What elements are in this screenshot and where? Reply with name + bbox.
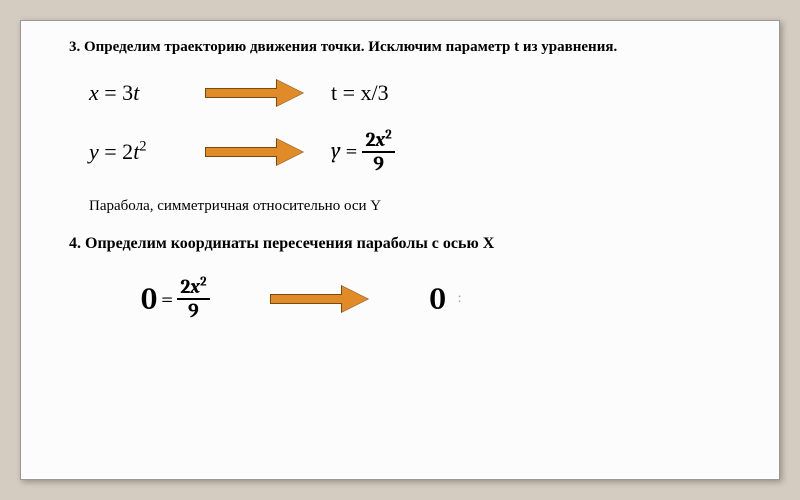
slide-panel: 3. Определим траекторию движения точки. … [20, 20, 780, 480]
num-exp-b: 2 [200, 274, 207, 289]
eq-y-equals-frac: y = 2x2 9 [331, 130, 395, 174]
zero-left: 0 [141, 282, 157, 317]
text-eq1: = 3 [99, 80, 133, 105]
num-exp: 2 [385, 127, 392, 142]
num-coef: 2 [365, 128, 375, 151]
trailing-colon: : [458, 291, 462, 307]
eq-zero-equals-frac: 0 = 2x2 9 [141, 277, 210, 321]
exp-2: 2 [139, 139, 146, 155]
num-coef-b: 2 [180, 275, 190, 298]
step4-row: 0 = 2x2 9 0 : [141, 277, 759, 321]
fraction-2x2-over-9-b: 2x2 9 [177, 277, 209, 321]
text-eq4: = [340, 137, 362, 163]
step4-heading: 4. Определим координаты пересечения пара… [69, 235, 759, 253]
den-9-b: 9 [177, 300, 209, 321]
fraction-2x2-over-9: 2x2 9 [362, 130, 394, 174]
var-y: y [89, 139, 99, 164]
eq-x-equals-3t: x = 3t [89, 80, 179, 106]
step3-row2: y = 2t2 y = 2x2 9 [89, 130, 759, 174]
text-eq2: = x/3 [337, 80, 389, 105]
arrow-right-icon [205, 82, 305, 104]
step3-row1: x = 3t t = x/3 [89, 80, 759, 106]
step3-heading: 3. Определим траекторию движения точки. … [69, 39, 759, 56]
den-9: 9 [362, 153, 394, 174]
num-var: x [376, 128, 386, 151]
var-t: t [133, 80, 139, 105]
eq-y-equals-2t2: y = 2t2 [89, 139, 179, 165]
arrow-right-icon [270, 288, 370, 310]
num-var-b: x [190, 275, 200, 298]
eq-t-equals-x-over-3: t = x/3 [331, 80, 389, 106]
arrow-right-icon [205, 141, 305, 163]
text-eq3: = 2 [99, 139, 133, 164]
zero-right: 0 [430, 282, 446, 317]
text-eq5: = [161, 286, 173, 312]
parabola-description: Парабола, симметричная относительно оси … [89, 198, 759, 215]
var-x: x [89, 80, 99, 105]
